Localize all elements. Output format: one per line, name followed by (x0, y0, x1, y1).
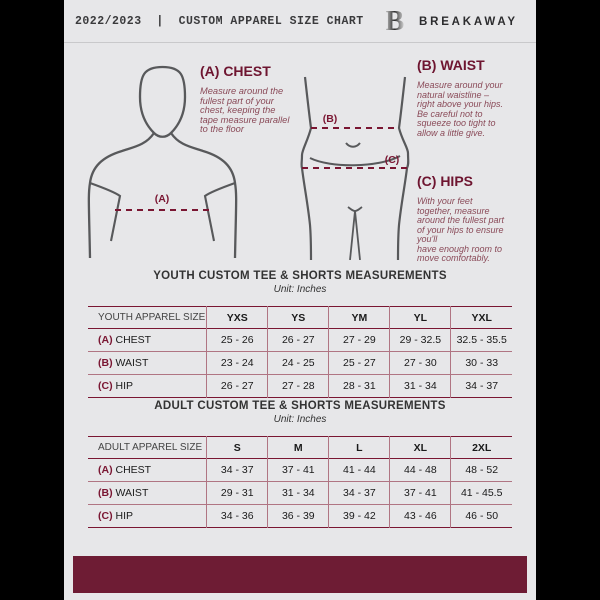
svg-text:(B): (B) (323, 113, 338, 125)
svg-text:(C): (C) (385, 154, 400, 166)
svg-text:B: B (386, 7, 404, 37)
svg-text:(A): (A) (155, 193, 170, 205)
